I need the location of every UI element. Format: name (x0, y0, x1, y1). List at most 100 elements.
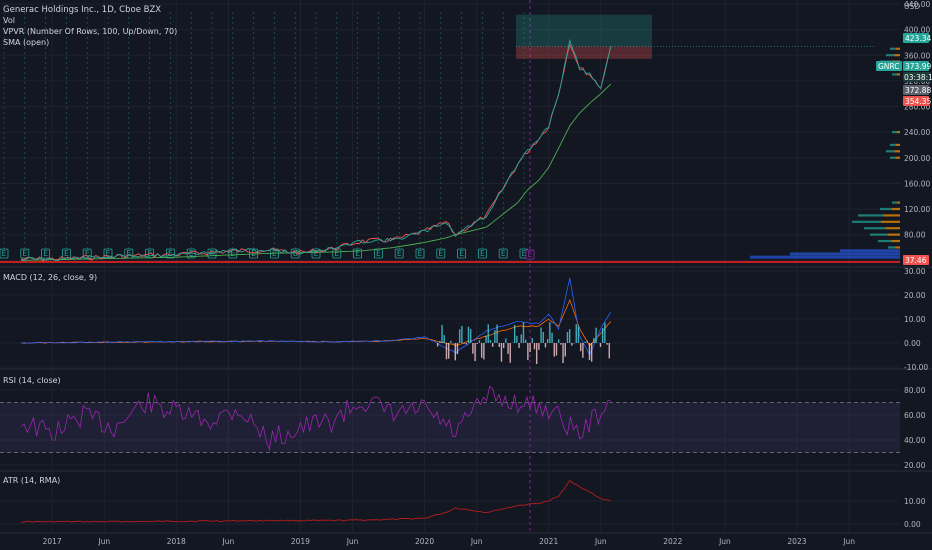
volume-profile-down-bar (891, 239, 900, 243)
macd-histogram-bar (577, 326, 580, 343)
macd-histogram-bar (474, 343, 476, 362)
position-stop-zone (516, 46, 652, 59)
rsi-band-fill (0, 402, 900, 453)
earnings-marker-label: E (459, 249, 464, 258)
earnings-marker (477, 248, 487, 259)
rsi-panel-label[interactable]: RSI (14, close) (3, 376, 61, 385)
macd-histogram-bar (531, 338, 533, 343)
volume-profile-down-bar (896, 130, 900, 134)
macd-histogram-bar (566, 331, 569, 343)
macd-histogram-bar (562, 343, 564, 364)
macd-histogram-bar (601, 327, 604, 343)
target-price-tag: 423.34 (905, 34, 931, 43)
macd-histogram-bar (443, 335, 445, 343)
earnings-marker (457, 248, 467, 259)
future-earnings-marker (525, 249, 535, 260)
vol-indicator-label[interactable]: Vol (3, 16, 15, 25)
y-axis-tick-label: 30.00 (904, 267, 926, 276)
earnings-marker (41, 248, 50, 259)
earnings-marker (20, 248, 30, 259)
macd-histogram-bar (604, 322, 606, 343)
symbol-tag: GNRC (878, 62, 900, 71)
y-axis-tick-label: 280.00 (904, 103, 930, 112)
y-axis-tick-label: 200.00 (904, 154, 930, 163)
time-axis-label: Jun (470, 537, 483, 546)
earnings-marker-label: E (168, 249, 173, 258)
chart-header: Generac Holdings Inc., 1D, Cboe BZX Vol … (3, 5, 177, 49)
earnings-marker-label: E (43, 249, 48, 258)
macd-histogram-bar (485, 335, 487, 343)
macd-histogram-bar (555, 343, 558, 356)
macd-histogram-bar (571, 343, 573, 346)
time-axis-label: Jun (346, 537, 359, 546)
macd-histogram-bar (568, 329, 571, 343)
time-axis-label: 2022 (663, 537, 682, 546)
earnings-marker-label: E (126, 249, 131, 258)
atr-line (21, 479, 611, 523)
volume-profile-poc-bar (750, 255, 900, 259)
macd-histogram-bar (544, 343, 547, 348)
future-earnings-label: E (528, 250, 533, 259)
macd-panel-label[interactable]: MACD (12, 26, close, 9) (3, 273, 98, 282)
y-axis-tick-label: 80.00 (904, 231, 926, 240)
volume-profile-down-bar (894, 150, 900, 153)
y-axis-tick-label: -10.00 (904, 363, 928, 372)
price-tags: USD 423.34 GNRC 373.99 03:38:10 372.88 3… (876, 2, 932, 265)
earnings-marker-label: E (480, 249, 485, 258)
price-series-up (20, 38, 612, 262)
macd-histogram-bar (551, 332, 553, 343)
time-axis-label: 2021 (539, 537, 558, 546)
time-axis-label: 2023 (787, 537, 806, 546)
volume-profile-up-bar (892, 201, 897, 204)
y-axis-tick-label: 0.00 (904, 520, 921, 529)
macd-histogram-bar (542, 332, 544, 343)
high-price-tag: 372.88 (905, 86, 931, 95)
macd-histogram-bar (494, 330, 496, 343)
macd-histogram-bar (498, 343, 500, 347)
earnings-marker (415, 248, 425, 259)
earnings-marker-label: E (418, 249, 423, 258)
earnings-marker-label: E (376, 249, 381, 258)
macd-histogram-bar (575, 324, 577, 343)
macd-histogram-bar (496, 324, 498, 343)
y-axis-tick-label: 160.00 (904, 179, 930, 188)
sma-indicator-label[interactable]: SMA (open) (3, 38, 50, 47)
macd-histogram-bar (465, 343, 467, 345)
volume-profile-down-bar (883, 214, 900, 217)
volume-profile-down-bar (895, 246, 900, 249)
earnings-marker-label: E (501, 249, 506, 258)
macd-histogram-bar (535, 343, 538, 364)
position-target-zone (516, 14, 652, 47)
volume-profile-up-bar (890, 47, 896, 50)
time-axis-label: Jun (97, 537, 110, 546)
macd-histogram-bar (507, 343, 509, 354)
macd-histogram-bar (533, 343, 536, 350)
macd-histogram-bar (509, 343, 511, 363)
price-axes: 40.00 80.00 120.00 160.00 200.00 240.00 280.00… (904, 0, 930, 529)
last-price-tag: 373.99 (905, 62, 931, 71)
volume-profile-up-bar (886, 150, 895, 153)
macd-histogram-bar (491, 343, 494, 347)
vpvr-indicator-label[interactable]: VPVR (Number Of Rows, 100, Up/Down, 70) (3, 27, 178, 36)
symbol-title[interactable]: Generac Holdings Inc., 1D, Cboe BZX (3, 5, 162, 15)
macd-histogram-bar (560, 343, 562, 345)
sma-line (21, 83, 612, 261)
macd-histogram-bar (480, 343, 483, 358)
volume-profile-up-bar (888, 246, 896, 249)
y-axis-tick-label: 440.00 (904, 0, 930, 9)
volume-profile-down-bar (894, 54, 900, 57)
macd-histogram-bar (487, 324, 489, 343)
macd-histogram-bar (447, 343, 450, 359)
earnings-marker-label: E (522, 249, 527, 258)
earnings-marker-label: E (22, 249, 27, 258)
earnings-marker-label: E (334, 249, 339, 258)
atr-panel-label[interactable]: ATR (14, RMA) (3, 476, 61, 485)
currency-label: USD (904, 2, 920, 11)
macd-histogram-bar (441, 324, 443, 343)
time-axis-label: 2017 (43, 537, 62, 546)
y-axis-tick-label: 60.00 (904, 411, 926, 420)
macd-histogram-bar (538, 343, 540, 350)
macd-histogram-bar (516, 335, 518, 343)
